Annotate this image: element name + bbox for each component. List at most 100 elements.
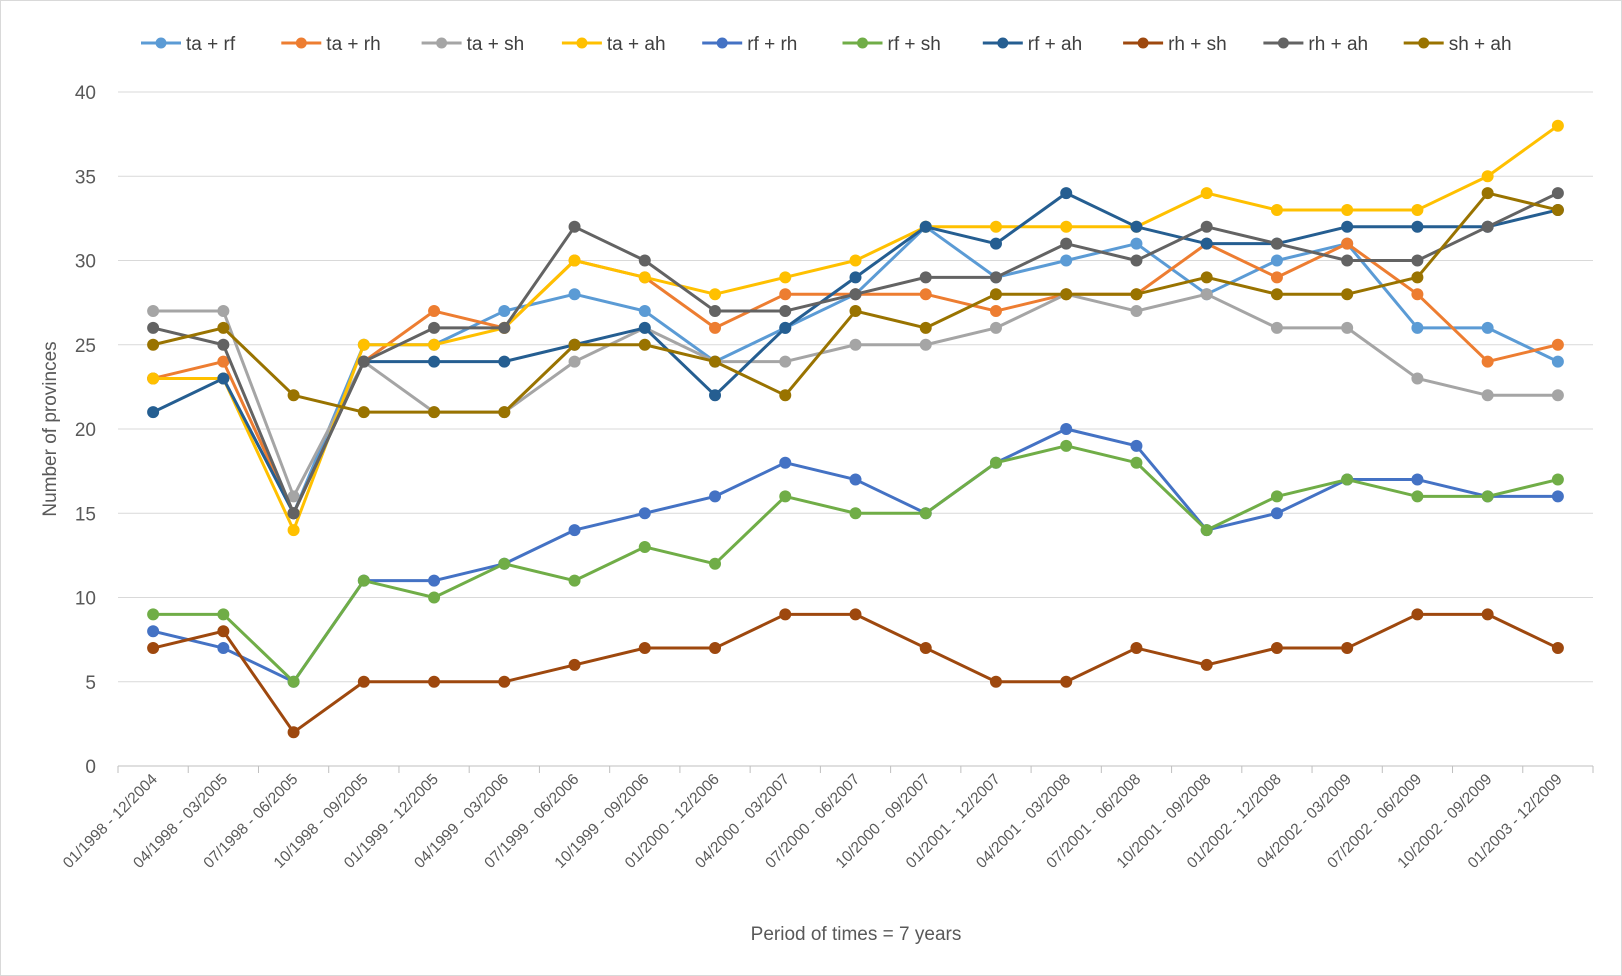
data-point-8-7 (638, 254, 651, 267)
data-point-8-13 (1060, 237, 1073, 250)
data-point-6-8 (709, 389, 722, 402)
legend-swatch-marker-4 (716, 37, 728, 49)
data-point-1-9 (779, 288, 792, 301)
data-point-7-1 (217, 625, 230, 638)
data-point-7-11 (919, 642, 932, 655)
legend-item-6: rf + ah (982, 34, 1082, 55)
data-point-9-3 (357, 406, 370, 419)
data-point-7-15 (1200, 658, 1213, 671)
data-point-3-12 (989, 220, 1002, 233)
data-point-7-8 (709, 642, 722, 655)
data-point-5-11 (919, 507, 932, 520)
data-point-1-11 (919, 288, 932, 301)
data-point-8-9 (779, 305, 792, 318)
data-point-7-16 (1270, 642, 1283, 655)
data-point-9-18 (1411, 271, 1424, 284)
data-point-8-5 (498, 321, 511, 334)
data-point-9-9 (779, 389, 792, 402)
data-point-3-6 (568, 254, 581, 267)
data-point-9-11 (919, 321, 932, 334)
data-point-8-15 (1200, 220, 1213, 233)
data-point-7-10 (849, 608, 862, 621)
series-line-0 (151, 225, 1560, 515)
data-point-3-18 (1411, 203, 1424, 216)
data-point-4-4 (428, 574, 441, 587)
data-point-4-13 (1060, 423, 1073, 435)
data-point-8-2 (287, 507, 300, 520)
data-point-7-7 (638, 642, 651, 655)
y-tick-label-6: 30 (75, 252, 96, 273)
data-point-5-9 (779, 490, 792, 503)
data-point-2-15 (1200, 288, 1213, 301)
x-axis-title: Period of times = 7 years (751, 924, 962, 945)
data-point-9-19 (1481, 187, 1494, 200)
data-point-4-7 (638, 507, 651, 520)
data-point-6-1 (217, 372, 230, 385)
legend-swatch-marker-1 (295, 37, 307, 49)
data-point-8-4 (428, 321, 441, 334)
data-point-4-1 (217, 642, 230, 655)
data-point-8-3 (357, 355, 370, 368)
data-point-4-8 (709, 490, 722, 503)
data-point-7-3 (357, 675, 370, 688)
data-point-0-19 (1481, 321, 1494, 334)
data-point-5-18 (1411, 490, 1424, 503)
data-point-9-1 (217, 321, 230, 334)
y-tick-label-7: 35 (75, 167, 96, 188)
data-point-8-19 (1481, 220, 1494, 233)
data-point-7-5 (498, 675, 511, 688)
data-point-9-7 (638, 338, 651, 351)
data-point-4-0 (147, 625, 160, 638)
data-point-8-14 (1130, 254, 1143, 267)
legend-swatch-marker-3 (576, 37, 588, 49)
data-point-1-16 (1270, 271, 1283, 284)
legend-item-9: sh + ah (1403, 34, 1512, 55)
data-point-8-8 (709, 305, 722, 318)
data-point-3-13 (1060, 220, 1073, 233)
data-point-6-10 (849, 271, 862, 284)
data-point-7-14 (1130, 642, 1143, 655)
data-point-5-3 (357, 574, 370, 587)
data-point-8-11 (919, 271, 932, 284)
data-point-6-17 (1341, 220, 1354, 233)
legend-swatch-marker-5 (857, 37, 868, 49)
data-point-9-15 (1200, 271, 1213, 284)
grid (118, 91, 1593, 683)
data-point-7-18 (1411, 608, 1424, 621)
data-point-7-13 (1060, 675, 1073, 688)
y-tick-label-5: 25 (75, 336, 96, 357)
data-point-1-17 (1341, 237, 1354, 250)
data-point-6-12 (989, 237, 1002, 250)
series-2 (147, 288, 1564, 503)
data-point-2-20 (1551, 389, 1564, 402)
data-point-3-15 (1200, 187, 1213, 200)
data-point-0-6 (568, 288, 581, 301)
data-point-6-9 (779, 321, 792, 334)
data-point-7-20 (1551, 642, 1564, 655)
legend-item-4: rf + rh (702, 34, 797, 55)
data-point-3-16 (1270, 203, 1283, 216)
data-point-7-19 (1481, 608, 1494, 621)
data-point-9-17 (1341, 288, 1354, 301)
data-point-9-5 (498, 406, 511, 419)
legend-label-1: ta + rh (326, 34, 380, 55)
data-point-9-0 (147, 338, 160, 351)
data-point-1-18 (1411, 288, 1424, 301)
data-point-4-20 (1551, 490, 1564, 503)
data-point-5-5 (498, 557, 511, 570)
data-point-3-2 (287, 524, 300, 537)
legend-item-5: rf + sh (842, 34, 941, 55)
y-tick-label-8: 40 (75, 83, 96, 104)
series-line-1 (151, 242, 1560, 515)
legend-label-4: rf + rh (747, 34, 797, 55)
legend-label-9: sh + ah (1449, 34, 1512, 55)
series-9 (147, 187, 1564, 419)
data-point-9-12 (989, 288, 1002, 301)
data-point-5-2 (287, 675, 300, 688)
data-point-1-8 (709, 321, 722, 334)
legend-swatch-marker-2 (436, 37, 448, 49)
legend-swatch-marker-0 (155, 37, 167, 49)
data-point-5-0 (147, 608, 160, 621)
series-6 (147, 187, 1564, 520)
data-point-6-13 (1060, 187, 1073, 200)
